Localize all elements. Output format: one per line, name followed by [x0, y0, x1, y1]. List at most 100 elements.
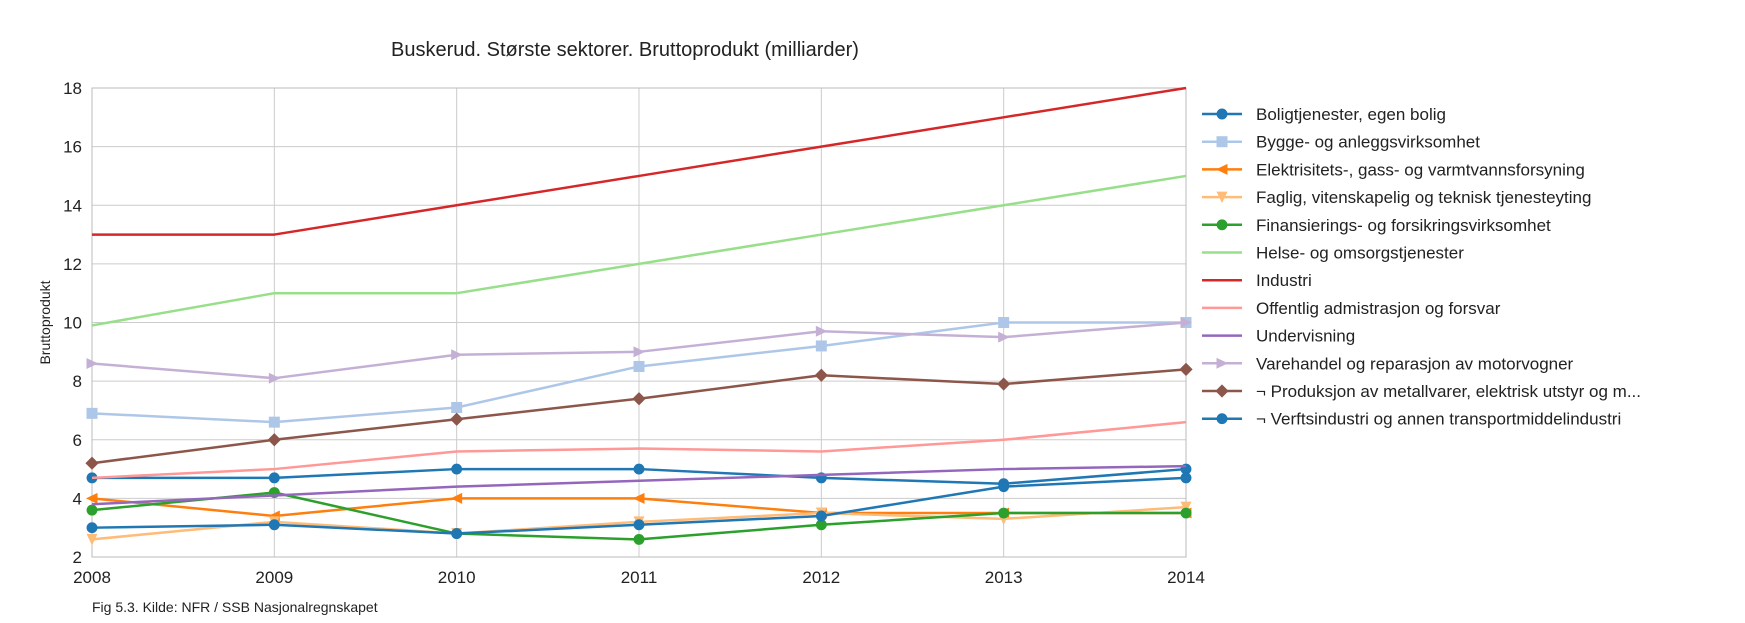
data-point — [1216, 413, 1228, 425]
legend-label: Elektrisitets-, gass- og varmtvannsforsy… — [1256, 160, 1585, 179]
data-point — [1216, 219, 1228, 231]
data-point — [633, 533, 645, 545]
data-point — [998, 331, 1010, 343]
series-line — [91, 174, 1187, 327]
data-point — [451, 463, 463, 475]
series-line — [92, 86, 1187, 236]
series-line — [91, 464, 1187, 506]
y-tick-label: 10 — [63, 314, 82, 333]
data-point — [268, 472, 280, 484]
chart-title: Buskerud. Største sektorer. Bruttoproduk… — [391, 39, 859, 61]
legend-label: Undervisning — [1256, 327, 1355, 346]
data-point — [998, 317, 1010, 328]
series-10 — [86, 317, 1193, 384]
data-point — [1180, 501, 1192, 514]
y-tick-label: 6 — [73, 431, 82, 450]
chart-caption: Fig 5.3. Kilde: NFR / SSB Nasjonalregnsk… — [92, 599, 378, 615]
data-point — [998, 507, 1010, 519]
data-point — [86, 522, 98, 534]
y-tick-label: 16 — [63, 138, 82, 157]
data-point — [633, 360, 645, 372]
y-tick-label: 12 — [63, 255, 82, 274]
data-point — [998, 481, 1010, 493]
y-tick-label: 2 — [73, 548, 82, 567]
x-tick-label: 2008 — [73, 568, 111, 587]
series-12 — [86, 472, 1192, 539]
data-point — [1180, 317, 1193, 328]
legend-entry: Faglig, vitenskapelig og teknisk tjenest… — [1202, 188, 1591, 207]
data-point — [86, 504, 98, 516]
x-tick-label: 2013 — [985, 568, 1023, 587]
data-point — [1216, 108, 1228, 120]
legend-label: Helse- og omsorgstjenester — [1256, 244, 1464, 263]
legend-entry: Helse- og omsorgstjenester — [1202, 244, 1464, 263]
series-6 — [91, 174, 1187, 327]
y-axis-label: Bruttoprodukt — [37, 280, 53, 364]
series-line — [91, 420, 1187, 480]
legend-label: Industri — [1256, 271, 1312, 290]
data-point — [633, 463, 645, 475]
data-point — [633, 346, 646, 358]
y-tick-label: 18 — [63, 79, 82, 98]
legend-entry: ¬ Produksjon av metallvarer, elektrisk u… — [1202, 382, 1641, 401]
data-point — [814, 368, 828, 382]
data-point — [815, 510, 827, 522]
data-point — [1216, 357, 1229, 369]
data-point — [815, 340, 827, 352]
legend-entry: Finansierings- og forsikringsvirksomhet — [1202, 216, 1551, 235]
legend-label: Boligtjenester, egen bolig — [1256, 105, 1446, 124]
series-8 — [91, 420, 1187, 480]
data-point — [1180, 507, 1192, 519]
data-point — [268, 372, 281, 384]
data-point — [86, 533, 98, 546]
series-9 — [91, 464, 1187, 506]
x-tick-label: 2014 — [1167, 568, 1205, 587]
data-point — [450, 492, 463, 504]
data-point — [633, 519, 645, 531]
data-point — [451, 402, 463, 414]
data-point — [1179, 362, 1193, 376]
y-tick-label: 8 — [73, 372, 82, 391]
data-point — [815, 325, 828, 337]
legend-entry: Industri — [1202, 271, 1312, 290]
legend-entry: Offentlig admistrasjon og forsvar — [1202, 299, 1501, 318]
x-tick-label: 2010 — [438, 568, 476, 587]
legend-entry: ¬ Verftsindustri og annen transportmidde… — [1202, 410, 1621, 429]
legend-entry: Elektrisitets-, gass- og varmtvannsforsy… — [1202, 160, 1585, 179]
legend-label: Offentlig admistrasjon og forsvar — [1256, 299, 1501, 318]
y-tick-label: 4 — [73, 489, 82, 508]
data-point — [268, 416, 280, 428]
legend-entry: Boligtjenester, egen bolig — [1202, 105, 1446, 124]
data-point — [267, 433, 281, 447]
x-tick-label: 2011 — [621, 568, 658, 587]
x-tick-label: 2012 — [802, 568, 840, 587]
data-point — [86, 358, 99, 370]
legend-entry: Varehandel og reparasjon av motorvogner — [1202, 354, 1574, 373]
data-point — [268, 519, 280, 531]
x-tick-label: 2009 — [255, 568, 293, 587]
data-point — [997, 377, 1011, 391]
data-point — [85, 492, 98, 504]
series-lines — [85, 86, 1193, 546]
series-7 — [92, 86, 1187, 236]
legend-label: Faglig, vitenskapelig og teknisk tjenest… — [1256, 188, 1591, 207]
legend: Boligtjenester, egen bolig Bygge- og anle… — [1202, 105, 1641, 429]
legend-label: Finansierings- og forsikringsvirksomhet — [1256, 216, 1551, 235]
data-point — [1180, 472, 1192, 484]
legend-label: ¬ Produksjon av metallvarer, elektrisk u… — [1256, 382, 1641, 401]
y-tick-label: 14 — [63, 196, 82, 215]
legend-label: Varehandel og reparasjon av motorvogner — [1256, 354, 1574, 373]
tick-labels: 2 4 6 8 10 12 14 16 18 2008 2009 2010 2011 2012 2013 20… — [63, 79, 1205, 587]
legend-entry: Undervisning — [1202, 327, 1355, 346]
data-point — [1216, 191, 1228, 204]
data-point — [450, 412, 464, 426]
data-point — [1216, 136, 1228, 148]
legend-label: ¬ Verftsindustri og annen transportmidde… — [1256, 410, 1621, 429]
legend-entry: Bygge- og anleggsvirksomhet — [1202, 133, 1480, 152]
data-point — [1215, 384, 1229, 398]
data-point — [1215, 163, 1228, 175]
data-point — [86, 407, 98, 419]
data-point — [451, 528, 463, 539]
